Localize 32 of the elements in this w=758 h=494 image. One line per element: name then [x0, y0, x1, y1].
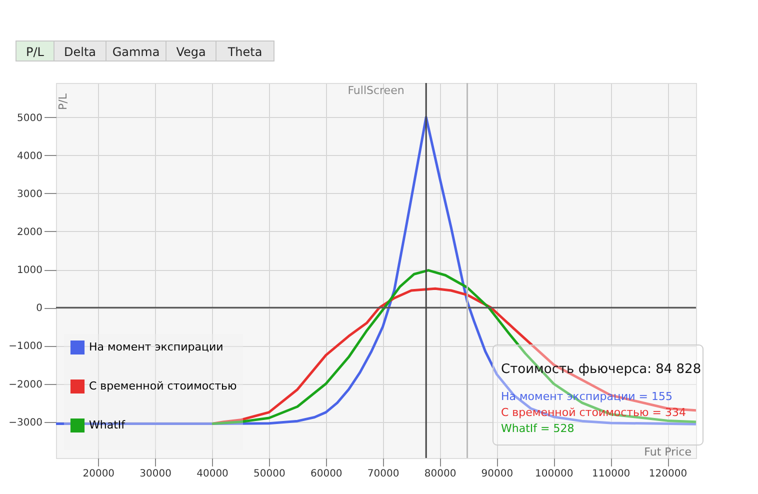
- x-tick-label: 50000: [254, 468, 286, 480]
- text: Gamma: [112, 45, 160, 59]
- y-tick-label: 3000: [17, 188, 42, 200]
- x-tick-label: 20000: [82, 468, 115, 480]
- text: Delta: [64, 45, 96, 59]
- x-tick-label: 110000: [592, 468, 630, 480]
- y-tick-label: −1000: [8, 341, 42, 352]
- text: Theta: [226, 45, 262, 59]
- text: Vega: [176, 45, 206, 59]
- legend-label: WhatIf: [89, 418, 126, 432]
- y-tick-label: 4000: [17, 150, 42, 162]
- y-tick-label: −2000: [8, 379, 42, 390]
- x-tick-label: 100000: [535, 468, 574, 480]
- y-tick-label: 0: [36, 303, 42, 314]
- x-tick-label: 90000: [481, 468, 514, 480]
- legend-label: На момент экспирации: [89, 340, 224, 354]
- x-tick-label: 80000: [424, 468, 456, 480]
- legend-label: С временной стоимостью: [89, 380, 237, 392]
- annotation: FullScreen: [348, 84, 404, 97]
- y-axis-title: P/L: [56, 92, 70, 110]
- y-tick-label: 2000: [17, 226, 42, 238]
- x-axis-title: Fut Price: [644, 446, 692, 458]
- x-tick-label: 120000: [648, 468, 688, 480]
- x-tick-label: 40000: [196, 468, 228, 480]
- annotation: WhatIf = 528: [501, 422, 574, 435]
- x-tick-label: 60000: [310, 468, 342, 480]
- x-tick-label: 70000: [367, 468, 400, 480]
- y-tick-label: −3000: [8, 417, 42, 428]
- y-tick-label: 1000: [17, 265, 42, 276]
- x-tick-label: 30000: [140, 468, 172, 480]
- text: P/L: [26, 45, 44, 59]
- y-tick-label: 5000: [17, 112, 42, 124]
